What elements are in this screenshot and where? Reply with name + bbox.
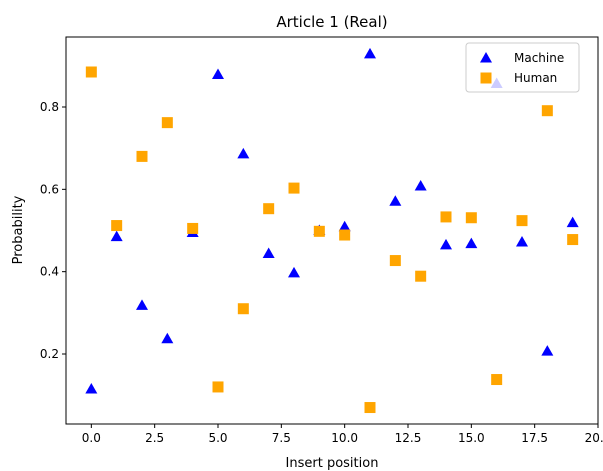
legend: Machine Human (465, 42, 580, 93)
human-point (491, 374, 503, 386)
plot-frame (65, 36, 599, 425)
legend-label-human: Human (514, 71, 557, 85)
human-point (288, 182, 300, 194)
legend-label-machine: Machine (514, 51, 564, 65)
y-tick-label: 0.2 (40, 347, 59, 361)
machine-point (440, 238, 452, 250)
machine-point (414, 180, 427, 191)
machine-point (262, 247, 275, 259)
x-axis-label: Insert position (286, 456, 379, 471)
x-tick-label: 10.0 (331, 431, 358, 445)
human-point (161, 117, 173, 129)
human-point (567, 234, 579, 246)
machine-point (161, 332, 174, 344)
human-point (313, 225, 325, 237)
x-tick-label: 20.0 (585, 431, 603, 445)
machine-point (389, 195, 402, 206)
human-point (111, 220, 123, 232)
machine-point (136, 299, 148, 310)
human-point (212, 381, 224, 393)
chart-title: Article 1 (Real) (276, 13, 387, 31)
machine-point (338, 220, 351, 232)
y-tick-label: 0.4 (40, 265, 59, 279)
y-axis-label: Probability (11, 195, 26, 264)
machine-point (288, 266, 300, 278)
human-point (389, 255, 401, 267)
x-axis-ticks: 0.0 2.5 5.0 7.5 10.0 12.5 15.0 17.5 20.0 (82, 424, 603, 445)
human-point (136, 150, 148, 162)
human-point (85, 66, 97, 78)
machine-point (541, 345, 554, 356)
y-tick-label: 0.8 (40, 100, 59, 114)
x-tick-label: 2.5 (145, 431, 164, 445)
human-point (339, 229, 351, 241)
machine-point (212, 68, 224, 79)
human-point (541, 105, 553, 117)
machine-point (237, 147, 250, 159)
x-tick-label: 5.0 (208, 431, 227, 445)
machine-point (364, 47, 376, 59)
x-tick-label: 0.0 (82, 431, 101, 445)
human-point (263, 203, 275, 215)
legend-box (465, 42, 580, 93)
machine-point (516, 236, 528, 247)
human-point (516, 215, 528, 227)
human-point (465, 212, 477, 224)
human-point (364, 402, 376, 414)
x-tick-label: 7.5 (272, 431, 291, 445)
machine-point (465, 237, 478, 249)
human-point (440, 211, 452, 223)
human-point (237, 303, 249, 315)
machine-point (85, 383, 98, 394)
human-point (187, 222, 199, 234)
x-tick-label: 15.0 (458, 431, 485, 445)
y-tick-label: 0.6 (40, 182, 59, 196)
x-tick-label: 12.5 (395, 431, 422, 445)
legend-marker-human (480, 72, 492, 84)
y-axis-ticks: 0.2 0.4 0.6 0.8 (40, 100, 66, 361)
human-point (415, 270, 427, 282)
x-tick-label: 17.5 (521, 431, 548, 445)
plot-area-marks (85, 47, 579, 414)
machine-point (110, 230, 123, 242)
machine-point (566, 216, 579, 228)
legend-marker-machine (480, 52, 492, 63)
